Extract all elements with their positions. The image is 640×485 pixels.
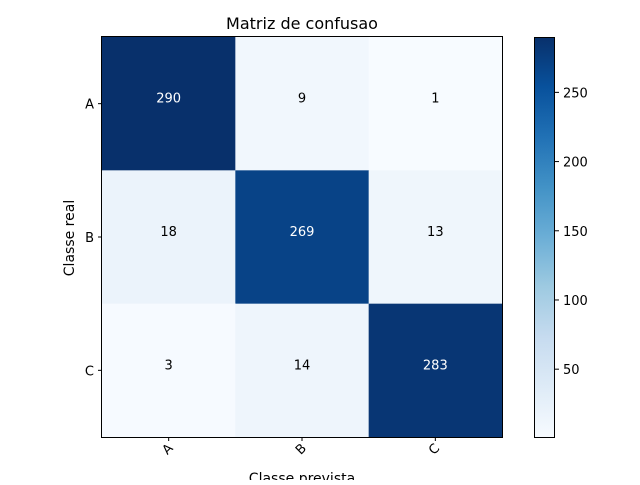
heatmap-cell xyxy=(235,170,370,305)
colorbar-tick-label: 250 xyxy=(563,86,588,101)
x-tick-label: A xyxy=(160,441,177,458)
x-tick-label: C xyxy=(426,441,443,458)
x-axis-label: Classe prevista xyxy=(249,471,355,480)
heatmap-cell xyxy=(102,303,236,438)
x-tick-label: B xyxy=(293,441,310,458)
colorbar-tick-label: 200 xyxy=(563,156,588,171)
colorbar-ticks: 50 100 150 200 250 xyxy=(555,86,588,378)
y-tick-label: B xyxy=(85,231,94,246)
cell-value-label: 14 xyxy=(294,358,311,373)
heatmap-cell-labels: 290 9 1 18 269 13 3 14 283 xyxy=(156,92,447,374)
y-tick-label: A xyxy=(85,98,94,113)
cell-value-label: 283 xyxy=(423,358,448,373)
cell-value-label: 9 xyxy=(298,92,306,107)
heatmap-cell xyxy=(102,170,236,305)
chart-title: Matriz de confusao xyxy=(226,14,378,33)
colorbar-tick-label: 100 xyxy=(563,294,588,309)
colorbar xyxy=(534,37,555,437)
y-axis-label: Classe real xyxy=(62,200,78,276)
x-axis-ticks: A B C xyxy=(160,437,443,458)
colorbar-frame xyxy=(534,37,555,438)
colorbar-tick-label: 150 xyxy=(563,225,588,240)
cell-value-label: 269 xyxy=(290,225,315,240)
heatmap-cell xyxy=(235,303,370,438)
colorbar-tick-label: 50 xyxy=(563,363,580,378)
heatmap-cells xyxy=(102,37,503,438)
cell-value-label: 13 xyxy=(427,225,444,240)
cell-value-label: 18 xyxy=(160,225,177,240)
heatmap-cell xyxy=(102,37,236,171)
cell-value-label: 290 xyxy=(156,92,181,107)
heatmap-cell xyxy=(368,303,503,438)
y-tick-label: C xyxy=(85,364,94,379)
cell-value-label: 1 xyxy=(431,92,439,107)
heatmap-cell xyxy=(368,37,503,171)
y-axis-ticks: A B C xyxy=(85,98,102,379)
heatmap-cell xyxy=(235,37,370,171)
cell-value-label: 3 xyxy=(165,358,173,373)
heatmap-cell xyxy=(368,170,503,305)
